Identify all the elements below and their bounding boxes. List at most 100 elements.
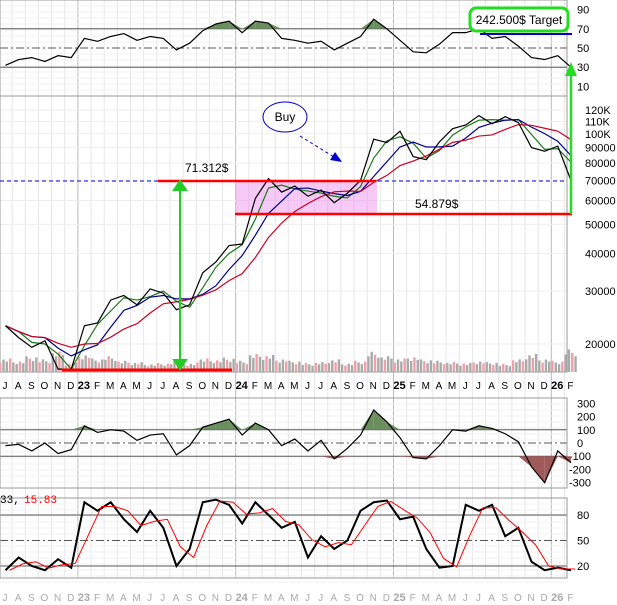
volume-bar <box>127 362 130 372</box>
cci-oversold-fill <box>426 456 440 459</box>
month-label: N <box>212 593 219 604</box>
panel-frame <box>0 497 568 579</box>
volume-bar <box>354 360 357 372</box>
volume-bar <box>557 364 561 372</box>
month-label: A <box>15 593 22 604</box>
cci-overbought-fill <box>465 425 479 430</box>
volume-bar <box>91 358 94 372</box>
month-label: D <box>67 593 74 604</box>
volume-bar <box>534 354 538 372</box>
panel-frame <box>0 95 568 373</box>
volume-bar <box>222 357 225 372</box>
month-label: F <box>94 381 100 392</box>
month-label: D <box>383 593 390 604</box>
volume-bar <box>38 362 41 372</box>
volume-bar <box>436 360 439 372</box>
volume-bar <box>133 362 137 372</box>
volume-bar <box>439 362 442 372</box>
volume-bar <box>321 362 324 372</box>
month-label: J <box>476 593 481 604</box>
volume-bar <box>41 359 45 372</box>
volume-bar <box>242 362 245 372</box>
month-label: 24 <box>236 380 249 392</box>
volume-bar <box>485 362 488 372</box>
month-label: A <box>15 381 22 392</box>
month-label: N <box>54 593 61 604</box>
volume-bar <box>515 362 518 372</box>
volume-bar <box>502 363 505 372</box>
month-label: A <box>120 593 127 604</box>
volume-bar <box>199 359 202 372</box>
volume-bar <box>232 358 235 372</box>
price-tick-label: 110K <box>585 116 611 128</box>
month-label: N <box>54 381 61 392</box>
month-label: M <box>422 381 430 392</box>
volume-bar <box>225 359 229 372</box>
panel-frame <box>0 397 568 489</box>
volume-bar <box>74 363 78 372</box>
month-label: M <box>448 593 456 604</box>
cci-tick-label: -300 <box>569 478 591 490</box>
volume-bar <box>554 362 557 372</box>
volume-bar <box>311 365 314 372</box>
volume-bar <box>426 363 429 372</box>
volume-bar <box>35 357 38 372</box>
month-label: S <box>344 381 351 392</box>
month-label: O <box>356 381 364 392</box>
month-label: N <box>527 381 534 392</box>
support-label: 54.879$ <box>415 197 459 211</box>
volume-bar <box>380 357 383 372</box>
cci-tick-label: -100 <box>569 451 591 463</box>
volume-bar <box>104 359 107 372</box>
volume-bar <box>317 364 321 372</box>
volume-bar <box>475 364 479 372</box>
volume-bar <box>28 358 31 372</box>
month-label: N <box>370 593 377 604</box>
volume-bar <box>22 363 25 372</box>
month-label: N <box>527 593 534 604</box>
stoch-tick-label: 20 <box>577 561 589 573</box>
rsi-overbought-fill <box>215 21 230 29</box>
price-line <box>5 114 572 370</box>
month-label: N <box>212 381 219 392</box>
volume-bar <box>544 359 548 372</box>
stoch-tick-label: 80 <box>577 510 589 522</box>
month-label: A <box>278 381 285 392</box>
volume-bar <box>442 364 446 372</box>
volume-bar <box>327 363 331 372</box>
month-label: S <box>186 593 193 604</box>
volume-bar <box>31 360 35 372</box>
volume-bar <box>531 358 534 372</box>
measure-arrow <box>172 179 188 371</box>
cci-overbought-fill <box>373 409 387 430</box>
volume-bar <box>508 366 511 372</box>
volume-bar <box>528 355 531 372</box>
month-label: F <box>410 593 416 604</box>
volume-bar <box>505 365 508 372</box>
price-tick-label: 20000 <box>585 339 616 351</box>
rsi-tick-label: 90 <box>577 5 589 17</box>
month-label: A <box>120 381 127 392</box>
volume-bar <box>176 363 179 372</box>
volume-bar <box>446 362 449 372</box>
month-label: S <box>28 593 35 604</box>
volume-bar <box>386 356 390 372</box>
target-label: 242.500$ Target <box>476 13 563 27</box>
month-label: A <box>436 381 443 392</box>
price-tick-label: 50000 <box>585 219 616 231</box>
month-label: 26 <box>551 380 563 392</box>
volume-bar <box>334 362 337 372</box>
month-label: J <box>147 593 152 604</box>
volume-bar <box>304 363 308 372</box>
rsi-tick-label: 10 <box>577 81 589 93</box>
volume-bar <box>239 360 242 372</box>
volume-bar <box>77 356 81 372</box>
month-label: A <box>488 381 495 392</box>
volume-bar <box>107 356 110 372</box>
volume-bar <box>84 355 87 372</box>
target-arrow <box>565 62 577 214</box>
volume-bar <box>423 361 426 372</box>
volume-bar <box>245 364 248 372</box>
month-label: J <box>3 593 8 604</box>
month-label: J <box>318 381 323 392</box>
